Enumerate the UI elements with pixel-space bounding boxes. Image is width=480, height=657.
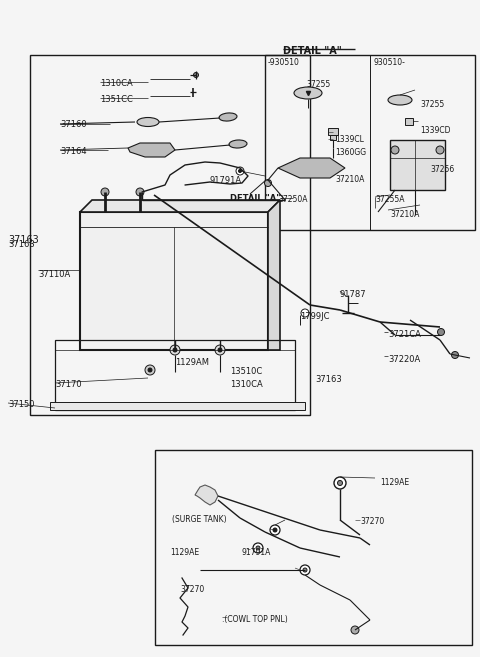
Circle shape bbox=[301, 309, 309, 317]
Ellipse shape bbox=[229, 140, 247, 148]
Text: 37110A: 37110A bbox=[38, 270, 70, 279]
Ellipse shape bbox=[294, 87, 322, 99]
Text: 37255: 37255 bbox=[306, 80, 330, 89]
Bar bbox=[50, 402, 305, 410]
Circle shape bbox=[391, 146, 399, 154]
Circle shape bbox=[436, 146, 444, 154]
Bar bbox=[390, 140, 445, 190]
Text: 37163: 37163 bbox=[315, 375, 342, 384]
Ellipse shape bbox=[219, 113, 237, 121]
Text: 91791A: 91791A bbox=[242, 548, 271, 557]
Circle shape bbox=[303, 568, 307, 572]
Ellipse shape bbox=[137, 118, 159, 127]
Text: 1360GG: 1360GG bbox=[335, 148, 366, 157]
Polygon shape bbox=[128, 143, 175, 157]
Circle shape bbox=[264, 179, 272, 187]
Bar bbox=[328, 128, 338, 135]
Circle shape bbox=[218, 348, 222, 352]
Text: 1129AM: 1129AM bbox=[175, 358, 209, 367]
Text: 37150: 37150 bbox=[8, 400, 35, 409]
Circle shape bbox=[173, 348, 177, 352]
Text: 37255: 37255 bbox=[420, 100, 444, 109]
Text: 1129AE: 1129AE bbox=[380, 478, 409, 487]
Text: 37270: 37270 bbox=[180, 585, 204, 594]
Bar bbox=[30, 55, 310, 415]
Text: 37170: 37170 bbox=[55, 380, 82, 389]
Ellipse shape bbox=[388, 95, 412, 105]
Text: 1351CC: 1351CC bbox=[100, 95, 133, 104]
Text: 1339CL: 1339CL bbox=[335, 135, 364, 144]
Circle shape bbox=[239, 170, 241, 173]
Circle shape bbox=[270, 525, 280, 535]
Polygon shape bbox=[195, 485, 218, 505]
Text: 91791A: 91791A bbox=[210, 176, 242, 185]
Text: 37270: 37270 bbox=[360, 517, 384, 526]
Text: 37160: 37160 bbox=[60, 120, 86, 129]
Text: -930510: -930510 bbox=[268, 58, 300, 67]
Circle shape bbox=[437, 328, 444, 336]
Circle shape bbox=[236, 167, 244, 175]
Text: 1129AE: 1129AE bbox=[170, 548, 199, 557]
Bar bbox=[405, 118, 413, 125]
Text: 1310CA: 1310CA bbox=[230, 380, 263, 389]
Polygon shape bbox=[278, 158, 345, 178]
Text: 1310CA: 1310CA bbox=[100, 79, 133, 88]
Text: 1339CD: 1339CD bbox=[420, 126, 451, 135]
Polygon shape bbox=[268, 200, 280, 350]
Bar bbox=[330, 135, 336, 140]
Circle shape bbox=[300, 565, 310, 575]
Circle shape bbox=[452, 351, 458, 359]
Text: 37164: 37164 bbox=[60, 147, 86, 156]
Text: 37255A: 37255A bbox=[375, 195, 405, 204]
Text: 37210A: 37210A bbox=[390, 210, 420, 219]
Bar bbox=[55, 340, 295, 410]
Circle shape bbox=[337, 480, 343, 486]
Circle shape bbox=[273, 528, 277, 532]
Circle shape bbox=[351, 626, 359, 634]
Text: 1799JC: 1799JC bbox=[300, 312, 329, 321]
Text: .(COWL TOP PNL): .(COWL TOP PNL) bbox=[222, 615, 288, 624]
Bar bbox=[80, 212, 268, 350]
Text: 37163: 37163 bbox=[8, 235, 39, 245]
Circle shape bbox=[334, 477, 346, 489]
Text: 37256: 37256 bbox=[430, 165, 454, 174]
Text: 37250A: 37250A bbox=[278, 195, 308, 204]
Circle shape bbox=[145, 365, 155, 375]
Circle shape bbox=[136, 188, 144, 196]
Text: DETAIL "A": DETAIL "A" bbox=[230, 194, 280, 203]
Circle shape bbox=[256, 546, 260, 550]
Circle shape bbox=[101, 188, 109, 196]
Polygon shape bbox=[80, 200, 280, 212]
Bar bbox=[265, 55, 475, 230]
Text: 37220A: 37220A bbox=[388, 355, 420, 364]
Text: 930510-: 930510- bbox=[373, 58, 405, 67]
Text: (SURGE TANK): (SURGE TANK) bbox=[172, 515, 227, 524]
Circle shape bbox=[148, 368, 152, 372]
Circle shape bbox=[193, 72, 199, 78]
Text: DETAIL "A": DETAIL "A" bbox=[283, 46, 342, 56]
Text: 37210A: 37210A bbox=[335, 175, 364, 184]
Text: 13510C: 13510C bbox=[230, 367, 262, 376]
Text: 91787: 91787 bbox=[340, 290, 367, 299]
Circle shape bbox=[253, 543, 263, 553]
Bar bbox=[155, 450, 472, 645]
Text: 37163: 37163 bbox=[8, 240, 35, 249]
Circle shape bbox=[215, 345, 225, 355]
Text: 3721CA: 3721CA bbox=[388, 330, 421, 339]
Circle shape bbox=[170, 345, 180, 355]
